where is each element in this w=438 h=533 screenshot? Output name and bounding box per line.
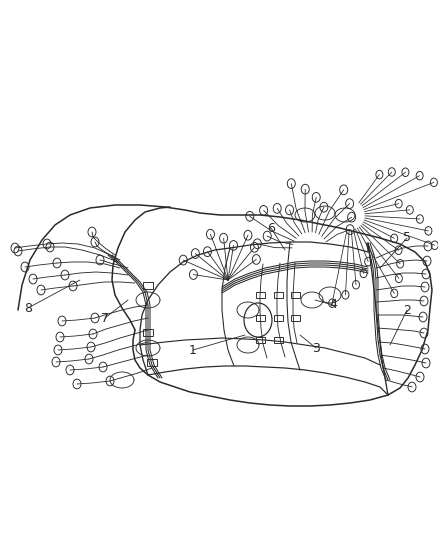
Text: 3: 3 <box>312 342 320 354</box>
Bar <box>290 315 300 321</box>
Bar <box>255 315 265 321</box>
Bar <box>147 359 157 366</box>
Text: 7: 7 <box>101 311 109 325</box>
Text: 4: 4 <box>329 298 337 311</box>
Text: 8: 8 <box>24 302 32 314</box>
Bar <box>273 337 283 343</box>
Bar <box>255 292 265 298</box>
Text: 1: 1 <box>189 343 197 357</box>
Text: 2: 2 <box>403 303 411 317</box>
Bar <box>290 292 300 298</box>
Bar <box>255 337 265 343</box>
Bar <box>273 315 283 321</box>
Bar <box>273 292 283 298</box>
Text: 5: 5 <box>403 231 411 245</box>
Bar <box>143 281 153 288</box>
Bar <box>143 328 153 335</box>
Text: 6: 6 <box>267 222 275 235</box>
